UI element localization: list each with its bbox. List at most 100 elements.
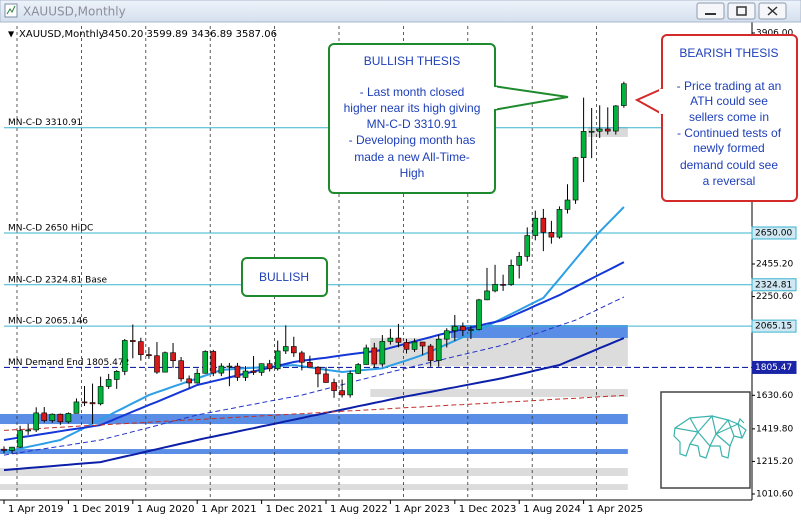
- x-tick-label: 1 Aug 2020: [137, 504, 195, 515]
- candle-body: [411, 341, 418, 350]
- ohlc-label: 3450.20 3599.89 3436.89 3587.06: [102, 29, 277, 40]
- restore-button[interactable]: [727, 2, 756, 20]
- level-label: MN-C-D 2650 HiDC: [8, 223, 93, 233]
- callout-line: sellers come in: [689, 110, 769, 124]
- minimize-button[interactable]: [696, 2, 725, 20]
- candle-body: [476, 299, 482, 330]
- level-axis-box: [751, 278, 797, 292]
- bear-icon: [673, 414, 747, 459]
- close-icon: [767, 6, 778, 16]
- candle-body: [379, 341, 386, 365]
- x-tick-label: 1 Apr 2025: [588, 504, 643, 515]
- callout-box: [661, 34, 798, 202]
- restore-icon: [736, 6, 747, 16]
- y-tick-label: 1630.60: [756, 391, 793, 401]
- candle-body: [532, 217, 539, 236]
- callout-line: newly formed: [693, 141, 764, 155]
- candle-body: [274, 350, 281, 370]
- candle-body: [363, 347, 370, 365]
- y-tick-label: 1010.60: [756, 490, 793, 500]
- y-tick-label: 2455.20: [756, 259, 793, 269]
- callout-line: demand could see: [680, 158, 778, 172]
- candle-body: [580, 131, 587, 158]
- candle-body: [258, 363, 265, 373]
- candle-body: [290, 346, 297, 354]
- candle-body: [572, 157, 579, 201]
- candle-body: [81, 401, 88, 404]
- bullish-box: [241, 257, 328, 297]
- callout-line: higher near its high giving: [344, 101, 481, 115]
- candle-body: [146, 354, 152, 357]
- candle-body: [210, 351, 217, 374]
- candle-body: [419, 341, 426, 347]
- callout-line: - Last month closed: [360, 85, 465, 99]
- candle-body: [556, 209, 563, 238]
- callout-line: - Developing month has: [349, 133, 476, 147]
- level-axis-label: 1805.47: [755, 363, 792, 373]
- level-axis-box: [751, 360, 797, 374]
- candle-body: [403, 342, 410, 350]
- level-label: MN-C-D 2324.81 Base: [8, 275, 108, 285]
- candle-body: [41, 412, 48, 421]
- candle-body: [113, 371, 120, 380]
- symbol-label: XAUUSD,Monthly: [19, 29, 105, 40]
- candle-body: [307, 361, 313, 368]
- callout-line: made a new All-Time-: [354, 150, 470, 164]
- candle-body: [73, 401, 80, 414]
- candle-body: [315, 366, 321, 375]
- candle-body: [218, 365, 225, 374]
- candle-body: [299, 352, 305, 363]
- candle-body: [65, 413, 72, 423]
- callout-line: a reversal: [703, 174, 756, 188]
- zone: [0, 414, 628, 425]
- callout-line: - Continued tests of: [677, 126, 782, 140]
- candle-body: [548, 232, 555, 238]
- zone: [0, 467, 628, 476]
- level-axis-box: [751, 226, 797, 240]
- indicator-layer: [3, 206, 625, 472]
- candle-body: [226, 365, 233, 368]
- candle-body: [186, 378, 192, 384]
- callout-title: BEARISH THESIS: [679, 46, 778, 60]
- zone: [450, 325, 628, 339]
- callout-title: BULLISH THESIS: [364, 54, 460, 68]
- candle-body: [443, 330, 450, 340]
- zone: [370, 389, 628, 397]
- bullish-thesis-callout: BULLISH THESIS - Last month closed highe…: [328, 43, 569, 194]
- level-label: MN Demand End 1805.472: [8, 358, 129, 368]
- candle-body: [121, 340, 128, 372]
- candle-body: [162, 352, 168, 373]
- candle-body: [451, 326, 458, 332]
- candle-body: [178, 360, 184, 380]
- candle-body: [250, 370, 257, 373]
- candle-body: [154, 355, 160, 373]
- callout-box: [328, 43, 496, 194]
- level-label: MN-C-D 3310.91: [8, 118, 82, 128]
- callout-join: [659, 89, 665, 114]
- x-tick-label: 1 Dec 2021: [266, 504, 324, 515]
- candle-body: [138, 341, 144, 355]
- bullish-label: BULLISH: [259, 270, 309, 284]
- candle-body: [395, 337, 402, 343]
- candle-body: [97, 386, 104, 405]
- candle-body: [516, 256, 523, 266]
- candle-body: [355, 364, 362, 374]
- candle-body: [371, 347, 378, 365]
- candle-body: [1, 448, 7, 451]
- bearish-thesis-callout: BEARISH THESIS - Price trading at an ATH…: [634, 34, 798, 202]
- candle-body: [170, 352, 176, 361]
- indicator-line: [3, 206, 625, 454]
- candle-body: [492, 284, 498, 292]
- y-tick-label: 3906.00: [756, 28, 793, 38]
- x-tick-label: 1 Aug 2022: [330, 504, 388, 515]
- candle-body: [435, 338, 442, 361]
- y-tick-label: 1215.20: [756, 457, 793, 467]
- y-tick-label: 2250.60: [756, 292, 793, 302]
- candle-body: [540, 217, 547, 233]
- header-arrow: ▼: [8, 30, 15, 39]
- candle-body: [588, 130, 595, 133]
- candle-body: [194, 372, 200, 384]
- logo: [660, 391, 751, 489]
- zone: [0, 484, 628, 490]
